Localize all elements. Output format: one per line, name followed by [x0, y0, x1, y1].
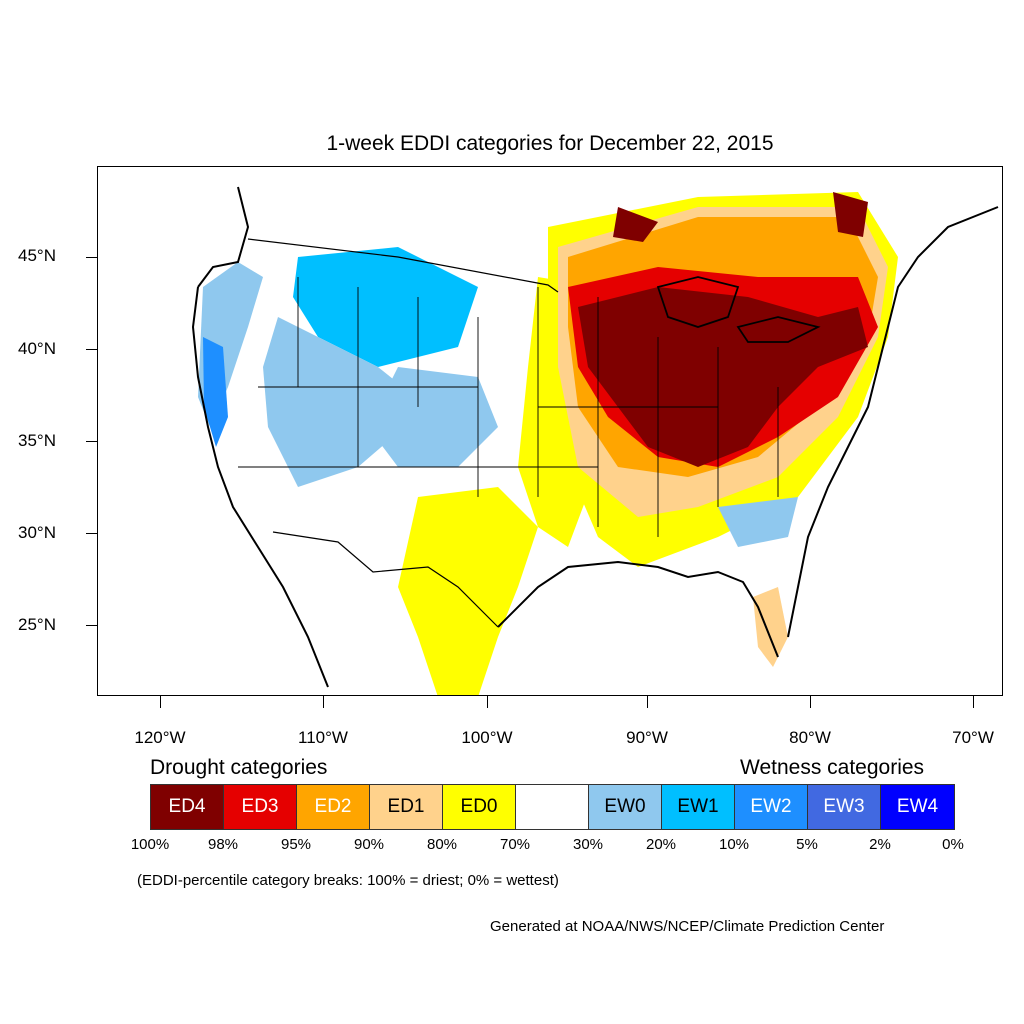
- legend-box-ew1: EW1: [662, 785, 735, 829]
- lon-tick: [647, 696, 648, 708]
- break-label: 80%: [426, 836, 458, 853]
- coastline-west: [191, 186, 329, 688]
- break-label: 30%: [572, 836, 604, 853]
- wet-region-southeast: [718, 497, 798, 547]
- lat-tick: [86, 257, 97, 258]
- break-label: 0%: [942, 836, 964, 853]
- break-label: 2%: [869, 836, 891, 853]
- lat-tick: [86, 533, 97, 534]
- legend-box-ed4: ED4: [151, 785, 224, 829]
- lon-label-70: 70°W: [952, 728, 994, 747]
- state-borders: [238, 277, 779, 537]
- lon-label-80: 80°W: [789, 728, 831, 747]
- map-frame: [97, 166, 1003, 696]
- lon-tick: [160, 696, 161, 708]
- break-label: 5%: [796, 836, 818, 853]
- legend-box-neutral: [516, 785, 589, 829]
- break-label: 10%: [718, 836, 750, 853]
- dry-region-maine: [833, 192, 868, 237]
- legend-box-ed0: ED0: [443, 785, 516, 829]
- wet-region-northern-rockies-fringe: [263, 317, 428, 487]
- legend-box-ew3: EW3: [808, 785, 881, 829]
- break-label: 70%: [499, 836, 531, 853]
- lon-tick: [487, 696, 488, 708]
- lon-label-90: 90°W: [626, 728, 668, 747]
- lat-tick: [86, 441, 97, 442]
- drought-categories-heading: Drought categories: [150, 756, 328, 779]
- lon-label-110: 110°W: [298, 728, 348, 747]
- lon-tick: [810, 696, 811, 708]
- border-mexico: [272, 531, 499, 628]
- dry-region-florida: [753, 587, 788, 667]
- dry-region-texas: [398, 487, 538, 695]
- lat-label-40: 40°N: [18, 339, 56, 358]
- legend-box-ew0: EW0: [589, 785, 662, 829]
- percentile-note: (EDDI-percentile category breaks: 100% =…: [137, 872, 559, 889]
- legend-box-ed2: ED2: [297, 785, 370, 829]
- dry-region-quebec: [613, 207, 658, 242]
- lat-label-35: 35°N: [18, 431, 56, 450]
- coastline-gulf: [497, 560, 779, 658]
- eddi-map: [191, 186, 999, 695]
- map-title: 1-week EDDI categories for December 22, …: [326, 132, 774, 155]
- legend-box-ew2: EW2: [735, 785, 808, 829]
- border-canada: [247, 238, 559, 293]
- coastline-atlantic: [787, 206, 999, 638]
- great-lakes: [656, 276, 821, 343]
- break-label: 90%: [353, 836, 385, 853]
- lon-tick: [323, 696, 324, 708]
- credit-text: Generated at NOAA/NWS/NCEP/Climate Predi…: [490, 918, 885, 935]
- lat-tick: [86, 349, 97, 350]
- lon-label-100: 100°W: [461, 728, 513, 747]
- break-label: 100%: [130, 836, 170, 853]
- lat-label-45: 45°N: [18, 246, 56, 265]
- dry-region-east-ed4: [578, 287, 868, 467]
- lat-label-30: 30°N: [18, 523, 56, 542]
- break-label: 20%: [645, 836, 677, 853]
- legend-box-ed1: ED1: [370, 785, 443, 829]
- wet-region-pacific-coast: [203, 337, 228, 447]
- category-legend: ED4 ED3 ED2 ED1 ED0 EW0 EW1 EW2 EW3 EW4: [150, 784, 955, 830]
- lat-tick: [86, 625, 97, 626]
- break-label: 98%: [207, 836, 239, 853]
- wet-region-great-basin: [368, 367, 498, 467]
- wetness-categories-heading: Wetness categories: [740, 756, 925, 779]
- lon-tick: [973, 696, 974, 708]
- legend-box-ed3: ED3: [224, 785, 297, 829]
- legend-box-ew4: EW4: [881, 785, 954, 829]
- lon-label-120: 120°W: [134, 728, 186, 747]
- break-label: 95%: [280, 836, 312, 853]
- wet-region-northern-rockies: [293, 247, 478, 367]
- lat-label-25: 25°N: [18, 615, 56, 634]
